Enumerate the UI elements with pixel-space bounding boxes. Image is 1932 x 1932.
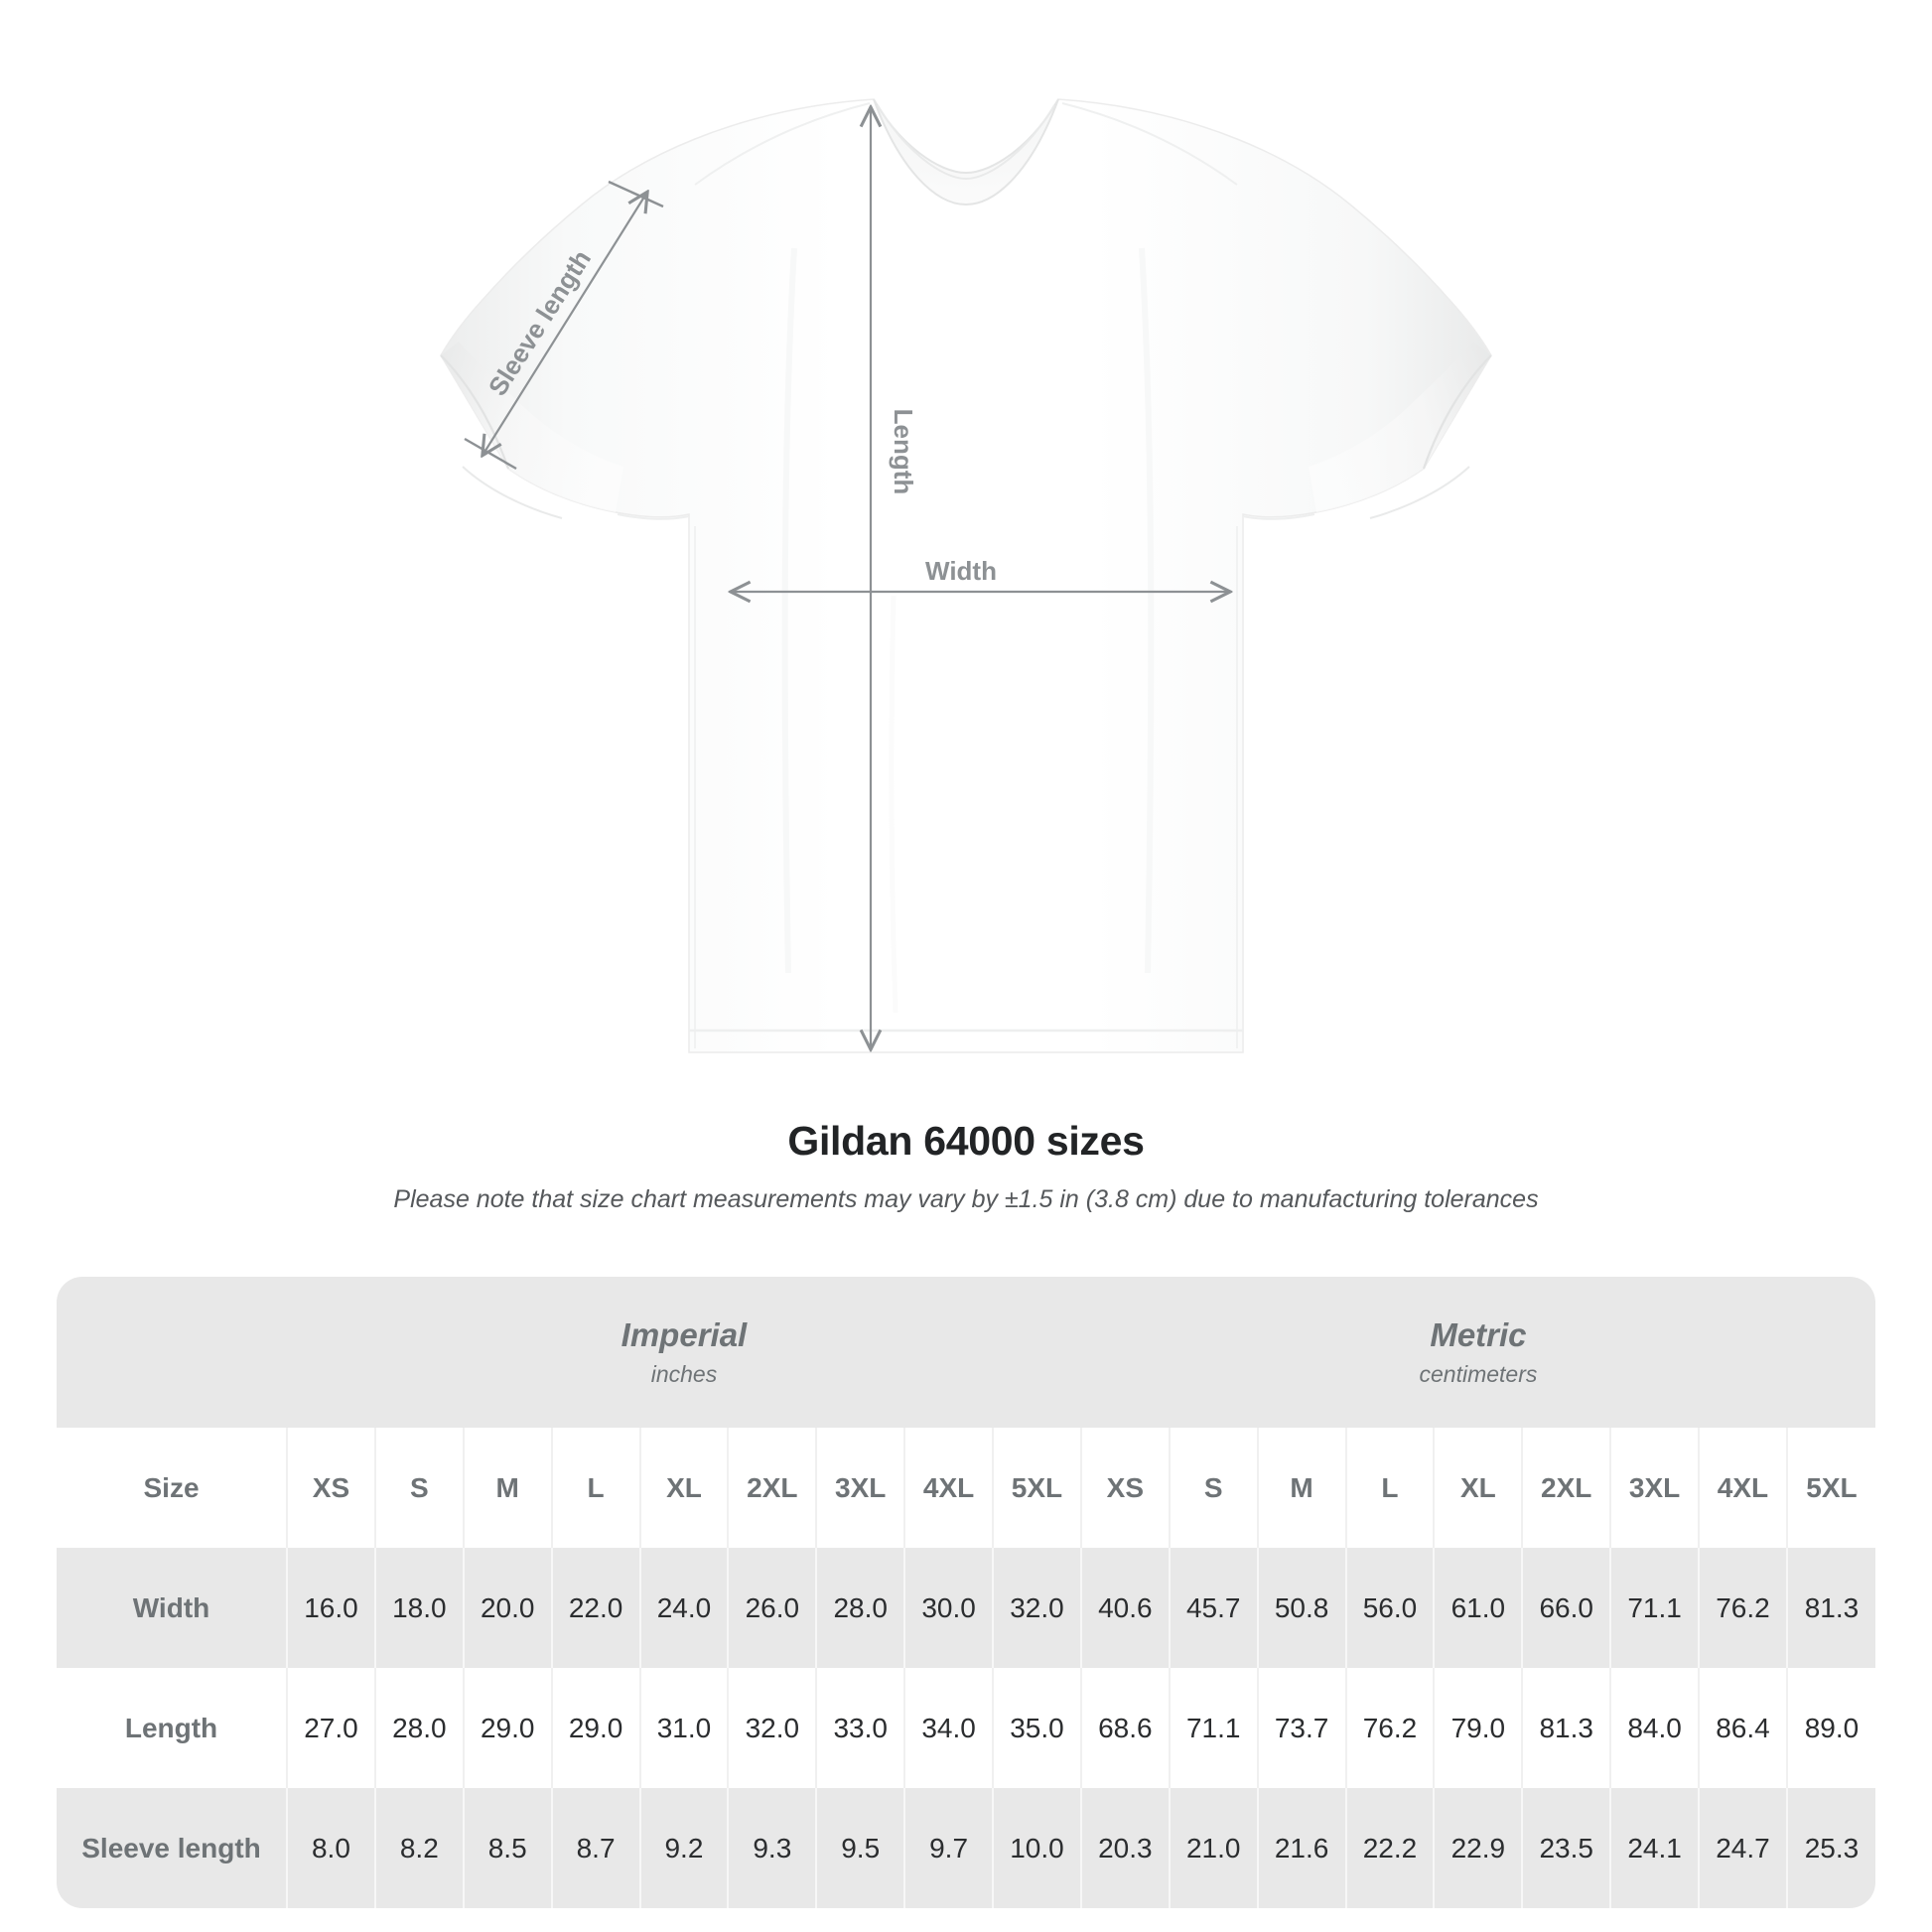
measurement-cell: 18.0 [373, 1548, 464, 1668]
measurement-cell: 29.0 [462, 1668, 552, 1788]
measurement-cell: 45.7 [1168, 1548, 1258, 1668]
width-label: Width [925, 556, 997, 586]
chart-heading: Gildan 64000 sizes Please note that size… [0, 1117, 1932, 1216]
measurement-cell: 24.1 [1609, 1788, 1700, 1908]
size-label-cell: XS [286, 1428, 375, 1548]
measurement-cell: 25.3 [1785, 1788, 1875, 1908]
measurement-cell: 34.0 [903, 1668, 994, 1788]
measurement-cell: 22.2 [1344, 1788, 1435, 1908]
measurement-cell: 32.0 [992, 1548, 1081, 1668]
size-label-cell: 5XL [1785, 1428, 1875, 1548]
table-row: Length 27.0 28.0 29.0 29.0 31.0 32.0 33.0 34.0 35… [57, 1668, 1875, 1788]
size-label-cell: 2XL [1521, 1428, 1611, 1548]
unit-name-imperial: Imperial [621, 1316, 748, 1354]
row-header-width: Width [57, 1548, 288, 1668]
unit-header-imperial: Imperial inches [287, 1277, 1081, 1428]
measurement-cell: 24.0 [638, 1548, 729, 1668]
measurement-cell: 20.3 [1079, 1788, 1170, 1908]
unit-corner-cell [57, 1277, 288, 1428]
measurement-cell: 33.0 [815, 1668, 905, 1788]
measurement-cell: 73.7 [1256, 1668, 1346, 1788]
measurement-cell: 9.7 [903, 1788, 994, 1908]
table-row: Sleeve length 8.0 8.2 8.5 8.7 9.2 9.3 9.5 9.7 10.… [57, 1788, 1875, 1908]
measurement-cell: 32.0 [727, 1668, 817, 1788]
measurement-cell: 22.9 [1433, 1788, 1523, 1908]
measurement-cell: 28.0 [373, 1668, 464, 1788]
tolerance-note: Please note that size chart measurements… [393, 1185, 1539, 1214]
size-header-row: Size XS S M L XL 2XL 3XL 4XL 5XL XS S M L XL 2XL 3XL 4XL 5… [57, 1428, 1875, 1548]
unit-sub-metric: centimeters [1419, 1360, 1538, 1387]
size-label-cell: S [1168, 1428, 1258, 1548]
table-row: Width 16.0 18.0 20.0 22.0 24.0 26.0 28.0 30.0 32.… [57, 1548, 1875, 1668]
measurement-cell: 40.6 [1079, 1548, 1170, 1668]
measurement-cell: 8.7 [550, 1788, 640, 1908]
size-label-cell: M [462, 1428, 552, 1548]
measurement-cell: 21.0 [1168, 1788, 1258, 1908]
measurement-cell: 79.0 [1433, 1668, 1523, 1788]
size-label-cell: 4XL [1698, 1428, 1787, 1548]
tshirt-diagram: Sleeve length Length Width [440, 98, 1492, 1053]
measurement-cell: 10.0 [992, 1788, 1081, 1908]
measurement-cell: 86.4 [1698, 1668, 1787, 1788]
size-label-cell: L [1344, 1428, 1435, 1548]
measurement-cell: 71.1 [1168, 1668, 1258, 1788]
measurement-cell: 24.7 [1698, 1788, 1787, 1908]
measurement-cell: 66.0 [1521, 1548, 1611, 1668]
unit-sub-imperial: inches [650, 1360, 718, 1387]
row-header-length: Length [57, 1668, 288, 1788]
measurement-cell: 8.0 [286, 1788, 375, 1908]
measurement-cell: 76.2 [1344, 1668, 1435, 1788]
measurement-cell: 26.0 [727, 1548, 817, 1668]
size-label-cell: 4XL [903, 1428, 994, 1548]
row-header-size: Size [57, 1428, 288, 1548]
measurement-cell: 81.3 [1521, 1668, 1611, 1788]
measurement-cell: 89.0 [1785, 1668, 1875, 1788]
measurement-cell: 56.0 [1344, 1548, 1435, 1668]
measurement-cell: 35.0 [992, 1668, 1081, 1788]
measurement-cell: 21.6 [1256, 1788, 1346, 1908]
size-label-cell: 3XL [815, 1428, 905, 1548]
measurement-cell: 29.0 [550, 1668, 640, 1788]
size-label-cell: 2XL [727, 1428, 817, 1548]
measurement-cell: 71.1 [1609, 1548, 1700, 1668]
measurement-cell: 23.5 [1521, 1788, 1611, 1908]
row-header-sleeve-length: Sleeve length [57, 1788, 288, 1908]
measurement-cell: 30.0 [903, 1548, 994, 1668]
size-label-cell: 5XL [992, 1428, 1081, 1548]
size-label-cell: XL [638, 1428, 729, 1548]
measurement-cell: 20.0 [462, 1548, 552, 1668]
page-title: Gildan 64000 sizes [787, 1118, 1145, 1164]
measurement-cell: 76.2 [1698, 1548, 1787, 1668]
size-label-cell: 3XL [1609, 1428, 1700, 1548]
measurement-cell: 16.0 [286, 1548, 375, 1668]
size-label-cell: XL [1433, 1428, 1523, 1548]
measurement-cell: 61.0 [1433, 1548, 1523, 1668]
width-dimension: Width [733, 556, 1228, 592]
shirt-body-shape [440, 98, 1492, 1053]
measurement-cell: 8.2 [373, 1788, 464, 1908]
measurement-cell: 9.5 [815, 1788, 905, 1908]
measurement-cell: 28.0 [815, 1548, 905, 1668]
size-chart-table-wrapper: Imperial inches Metric centimeters Size X… [57, 1277, 1875, 1908]
measurement-cell: 9.3 [727, 1788, 817, 1908]
measurement-cell: 84.0 [1609, 1668, 1700, 1788]
measurement-cell: 50.8 [1256, 1548, 1346, 1668]
size-label-cell: M [1256, 1428, 1346, 1548]
measurement-cell: 8.5 [462, 1788, 552, 1908]
unit-name-metric: Metric [1430, 1316, 1527, 1354]
measurement-cell: 22.0 [550, 1548, 640, 1668]
size-label-cell: XS [1079, 1428, 1170, 1548]
measurement-cell: 31.0 [638, 1668, 729, 1788]
measurement-cell: 27.0 [286, 1668, 375, 1788]
measurement-cell: 9.2 [638, 1788, 729, 1908]
unit-header-metric: Metric centimeters [1080, 1277, 1875, 1428]
size-label-cell: L [550, 1428, 640, 1548]
length-label: Length [889, 409, 918, 495]
measurement-cell: 68.6 [1079, 1668, 1170, 1788]
size-chart-table: Imperial inches Metric centimeters Size X… [57, 1277, 1875, 1908]
length-dimension: Length [871, 109, 918, 1047]
measurement-cell: 81.3 [1785, 1548, 1875, 1668]
unit-header-row: Imperial inches Metric centimeters [57, 1277, 1875, 1428]
size-label-cell: S [373, 1428, 464, 1548]
